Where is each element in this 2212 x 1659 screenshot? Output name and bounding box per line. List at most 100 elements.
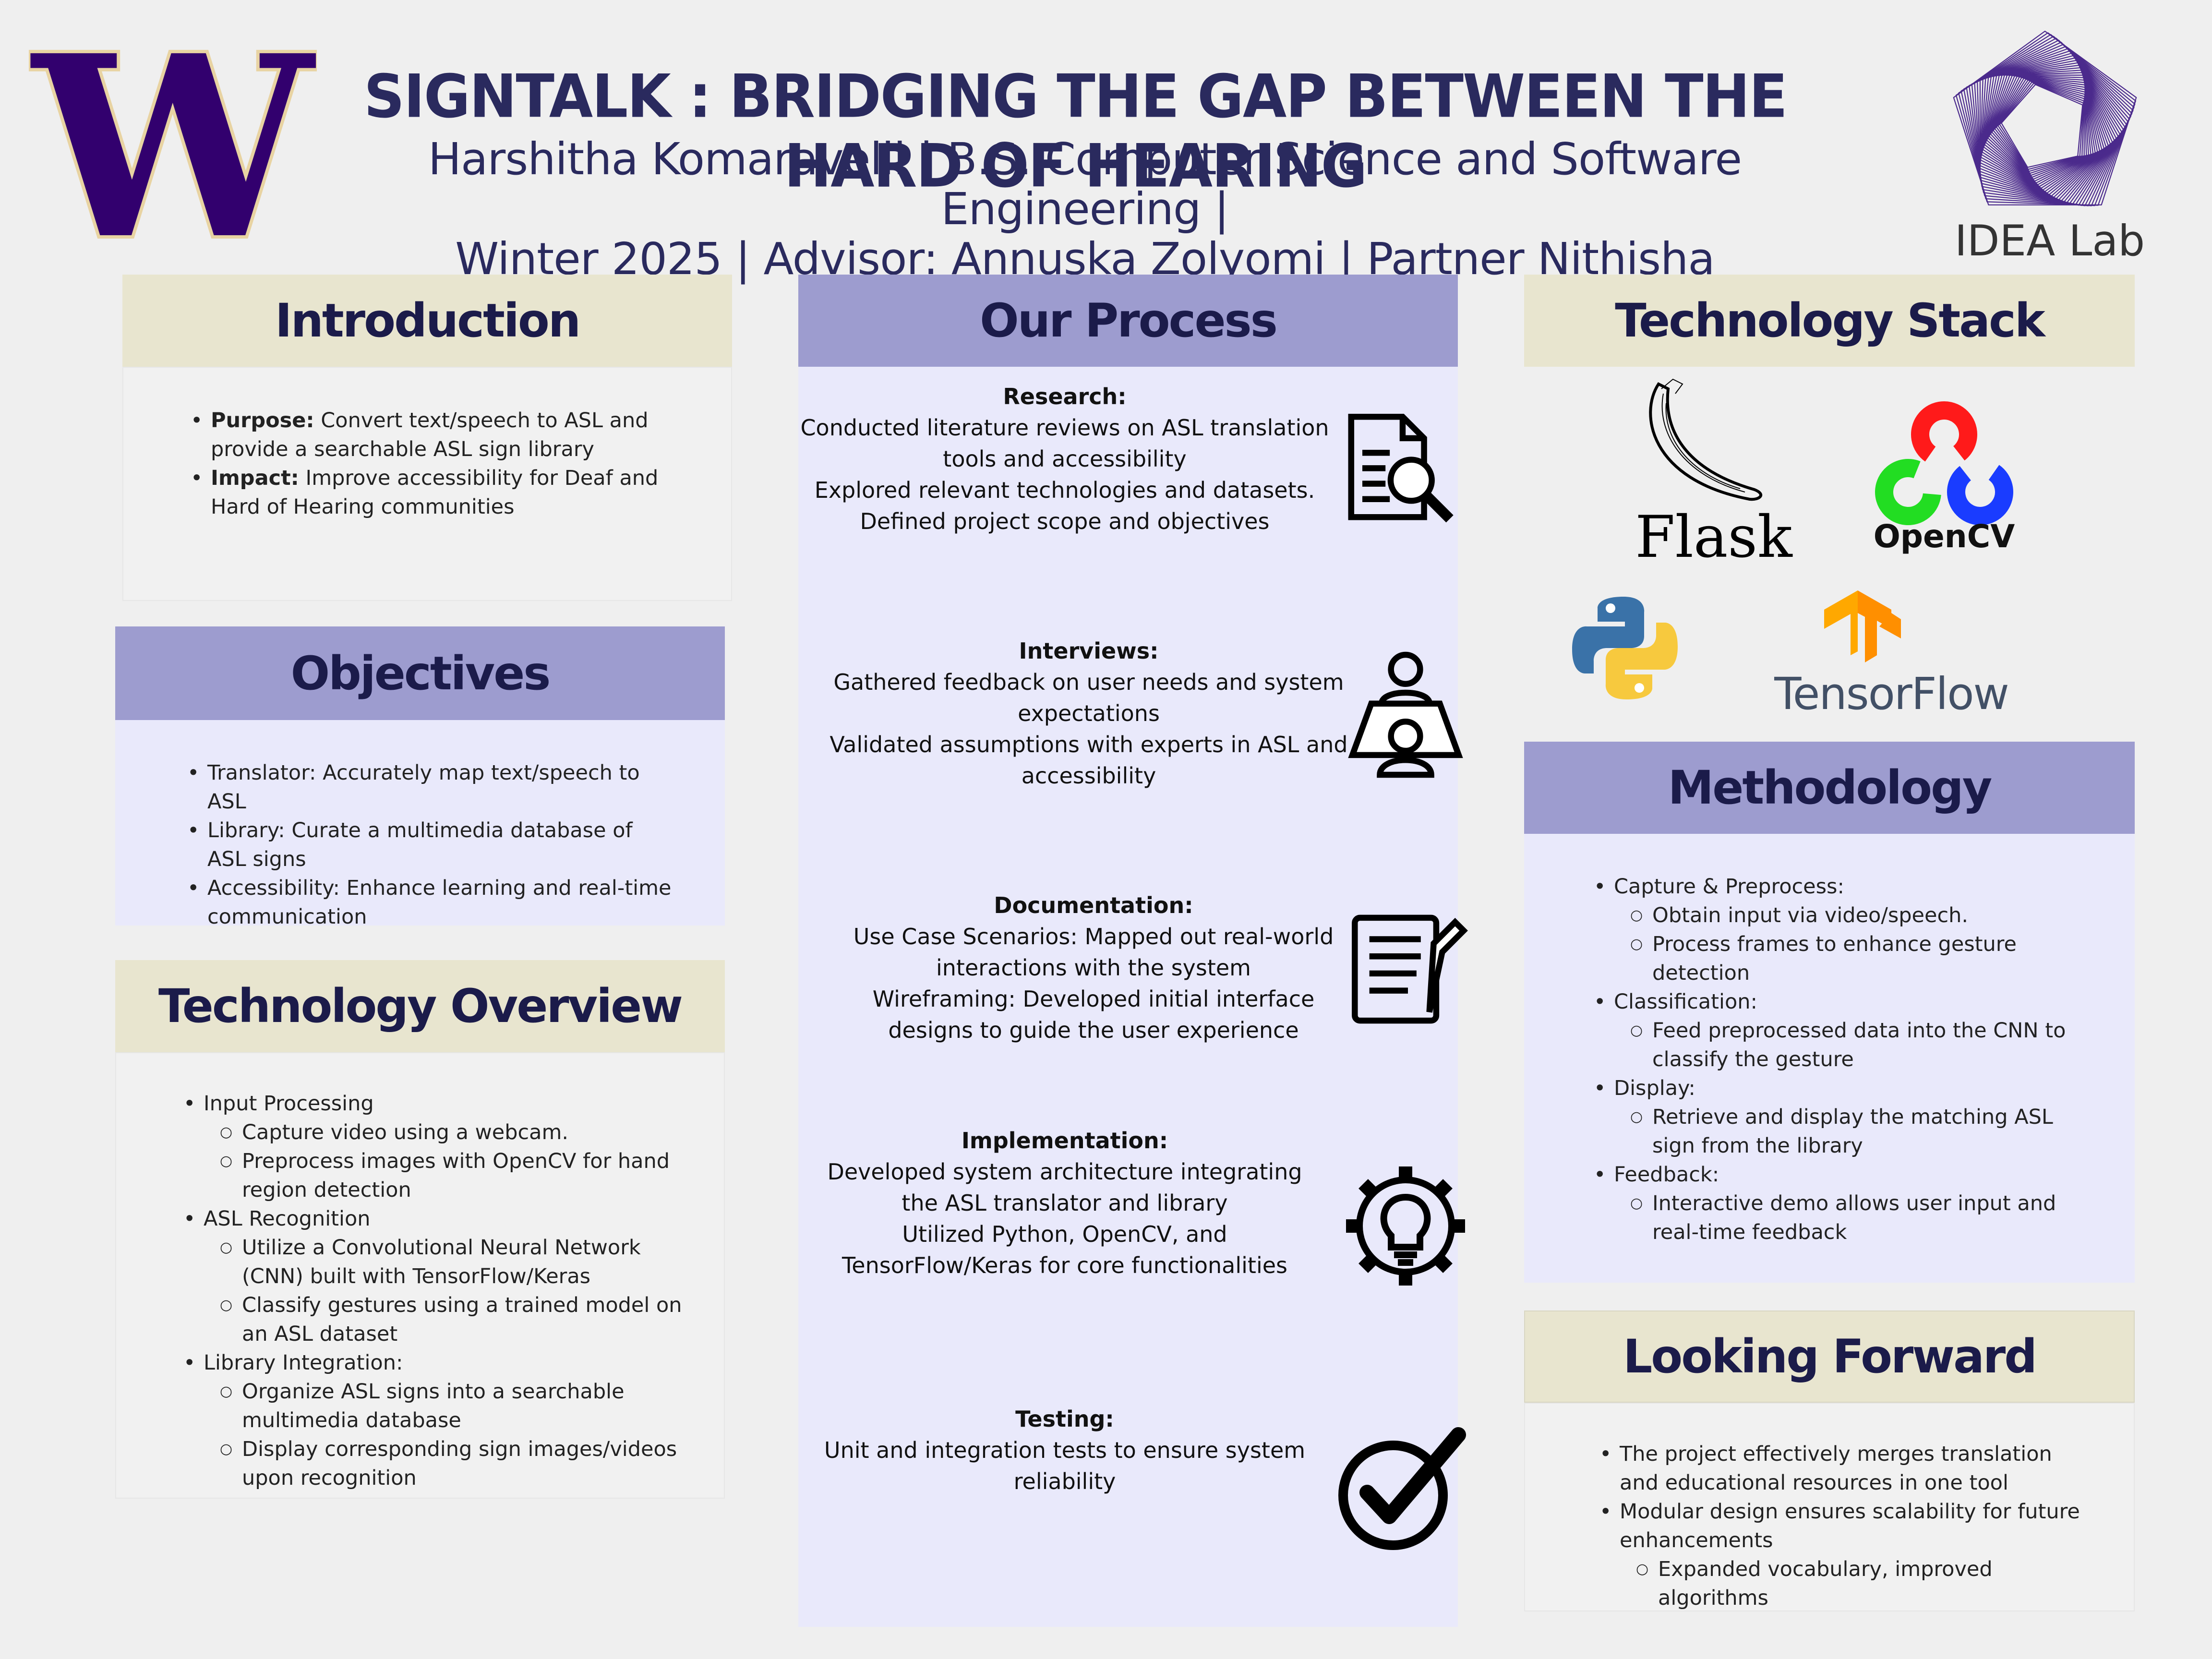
gear-lightbulb-icon <box>1338 1159 1473 1296</box>
process-step-line: expectations <box>1018 700 1160 726</box>
process-step-title: Research: <box>1003 384 1127 409</box>
list-item: Library: Curate a multimedia database of… <box>187 816 677 874</box>
technology-overview-body: Input ProcessingCapture video using a we… <box>115 1052 725 1499</box>
technology-overview-heading: Technology Overview <box>115 960 725 1052</box>
sub-list-item: Preprocess images with OpenCV for hand r… <box>204 1147 695 1204</box>
list-item: Translator: Accurately map text/speech t… <box>187 758 677 816</box>
sub-list-item: Retrieve and display the matching ASL si… <box>1614 1103 2096 1160</box>
process-step-line: Developed system architecture integratin… <box>827 1159 1302 1185</box>
sub-list-item: Interactive demo allows user input and r… <box>1614 1189 2096 1247</box>
python-logo <box>1572 597 1678 699</box>
sub-list: Capture video using a webcam.Preprocess … <box>204 1118 695 1204</box>
objectives-heading: Objectives <box>115 626 725 720</box>
process-step-line: TensorFlow/Keras for core functionalitie… <box>842 1252 1287 1278</box>
flask-logo-text: Flask <box>1635 504 1793 566</box>
introduction-panel: Introduction Purpose: Convert text/speec… <box>122 275 732 601</box>
list-item: Modular design ensures scalability for f… <box>1599 1497 2095 1612</box>
item-text: Improve accessibility for Deaf and Hard … <box>211 466 659 519</box>
process-step-line: Validated assumptions with experts in AS… <box>830 732 1348 757</box>
group-label: Classification: <box>1614 990 1758 1014</box>
introduction-list: Purpose: Convert text/speech to ASL and … <box>191 406 688 521</box>
sub-list: Feed preprocessed data into the CNN to c… <box>1614 1016 2096 1074</box>
process-step-line: reliability <box>1013 1468 1116 1494</box>
group-label: Display: <box>1614 1076 1695 1100</box>
list-item: ASL RecognitionUtilize a Convolutional N… <box>183 1204 695 1348</box>
process-step-line: Conducted literature reviews on ASL tran… <box>800 415 1329 441</box>
looking-forward-body: The project effectively merges translati… <box>1524 1403 2135 1611</box>
process-step-line: interactions with the system <box>936 955 1251 981</box>
process-step: Interviews: Gathered feedback on user nee… <box>822 636 1355 792</box>
looking-forward-panel: Looking Forward The project effectively … <box>1524 1310 2135 1611</box>
list-item: Library Integration:Organize ASL signs i… <box>183 1348 695 1492</box>
sub-list: Organize ASL signs into a searchable mul… <box>204 1377 695 1492</box>
objectives-panel: Objectives Translator: Accurately map te… <box>115 626 725 929</box>
tensorflow-logo-text: TensorFlow <box>1774 668 2008 720</box>
list-item: The project effectively merges translati… <box>1599 1440 2095 1497</box>
process-step-line: tools and accessibility <box>943 446 1187 472</box>
technology-overview-panel: Technology Overview Input ProcessingCapt… <box>115 960 725 1499</box>
sub-list-item: Organize ASL signs into a searchable mul… <box>204 1377 695 1435</box>
list-item: Purpose: Convert text/speech to ASL and … <box>191 406 688 464</box>
objectives-list: Translator: Accurately map text/speech t… <box>187 758 677 931</box>
item-label: Impact: <box>211 466 299 490</box>
process-step: Documentation: Use Case Scenarios: Mapped… <box>827 890 1360 1046</box>
list-item: Capture & Preprocess:Obtain input via vi… <box>1594 872 2096 987</box>
item-text: Convert text/speech to ASL and provide a… <box>211 409 649 461</box>
process-step-line: Use Case Scenarios: Mapped out real-worl… <box>853 924 1334 950</box>
process-step-line: Unit and integration tests to ensure sys… <box>824 1437 1306 1463</box>
document-search-icon <box>1338 410 1458 532</box>
list-item: Display: Retrieve and display the matchin… <box>1594 1074 2096 1160</box>
methodology-panel: Methodology Capture & Preprocess:Obtain … <box>1524 742 2135 1283</box>
idea-lab-name: IDEA Lab <box>1954 216 2145 265</box>
process-step-line: Utilized Python, OpenCV, and <box>902 1221 1227 1247</box>
list-item: Feedback:Interactive demo allows user in… <box>1594 1160 2096 1247</box>
group-label: Input Processing <box>204 1092 374 1116</box>
byline-line-1: Harshitha Komaravelli | B.S. Computer Sc… <box>428 133 1742 235</box>
list-item: Classification:Feed preprocessed data in… <box>1594 987 2096 1074</box>
process-step-line: Explored relevant technologies and datas… <box>814 477 1315 503</box>
people-meeting-icon <box>1346 650 1466 782</box>
process-step: Implementation: Developed system architec… <box>798 1125 1331 1281</box>
list-item: Accessibility: Enhance learning and real… <box>187 874 677 931</box>
introduction-heading: Introduction <box>122 275 732 367</box>
group-label: Capture & Preprocess: <box>1614 875 1844 899</box>
sub-list-item: Feed preprocessed data into the CNN to c… <box>1614 1016 2096 1074</box>
technology-overview-list: Input ProcessingCapture video using a we… <box>183 1089 695 1492</box>
process-step-line: designs to guide the user experience <box>888 1017 1299 1043</box>
technology-stack-heading: Technology Stack <box>1524 275 2135 367</box>
sub-list-item: Obtain input via video/speech. <box>1614 901 2096 930</box>
looking-forward-list: The project effectively merges translati… <box>1599 1440 2095 1612</box>
introduction-body: Purpose: Convert text/speech to ASL and … <box>122 367 732 601</box>
process-step-line: the ASL translator and library <box>902 1190 1228 1216</box>
sub-list-item: Display corresponding sign images/videos… <box>204 1435 695 1492</box>
uw-logo: W <box>29 46 317 247</box>
looking-forward-heading: Looking Forward <box>1524 1310 2135 1403</box>
process-step: Research: Conducted literature reviews on… <box>798 381 1331 537</box>
sub-list-item: Capture video using a webcam. <box>204 1118 695 1147</box>
group-label: Library Integration: <box>204 1351 403 1375</box>
process-panel: Our Process Research: Conducted literatur… <box>798 275 1468 1627</box>
list-item: Input ProcessingCapture video using a we… <box>183 1089 695 1204</box>
process-step-title: Testing: <box>1015 1406 1114 1432</box>
process-heading: Our Process <box>798 275 1458 367</box>
sub-list: Obtain input via video/speech.Process fr… <box>1614 901 2096 987</box>
item-label: Purpose: <box>211 409 314 433</box>
sub-list-item: Utilize a Convolutional Neural Network (… <box>204 1233 695 1291</box>
list-item: Impact: Improve accessibility for Deaf a… <box>191 464 688 521</box>
technology-stack-panel: Technology Stack <box>1524 275 2135 367</box>
notepad-pen-icon <box>1348 909 1468 1032</box>
process-step-line: Defined project scope and objectives <box>860 508 1270 534</box>
sub-list-item: Process frames to enhance gesture detect… <box>1614 930 2096 987</box>
sub-list: Expanded vocabulary, improved algorithms <box>1620 1555 2095 1612</box>
process-step-title: Interviews: <box>1019 638 1159 664</box>
poster-title: SIGNTALK : BRIDGING THE GAP BETWEEN THE … <box>363 61 1788 201</box>
process-step-line: accessibility <box>1021 763 1156 789</box>
flask-logo: Flask <box>1635 378 1793 566</box>
group-label: ASL Recognition <box>204 1207 371 1231</box>
sub-list: Interactive demo allows user input and r… <box>1614 1189 2096 1247</box>
sub-list-item: Classify gestures using a trained model … <box>204 1291 695 1348</box>
sub-list: Retrieve and display the matching ASL si… <box>1614 1103 2096 1160</box>
process-step-line: Gathered feedback on user needs and syst… <box>833 669 1344 695</box>
sub-list-item: Expanded vocabulary, improved algorithms <box>1620 1555 2095 1612</box>
process-step-title: Documentation: <box>994 892 1193 918</box>
